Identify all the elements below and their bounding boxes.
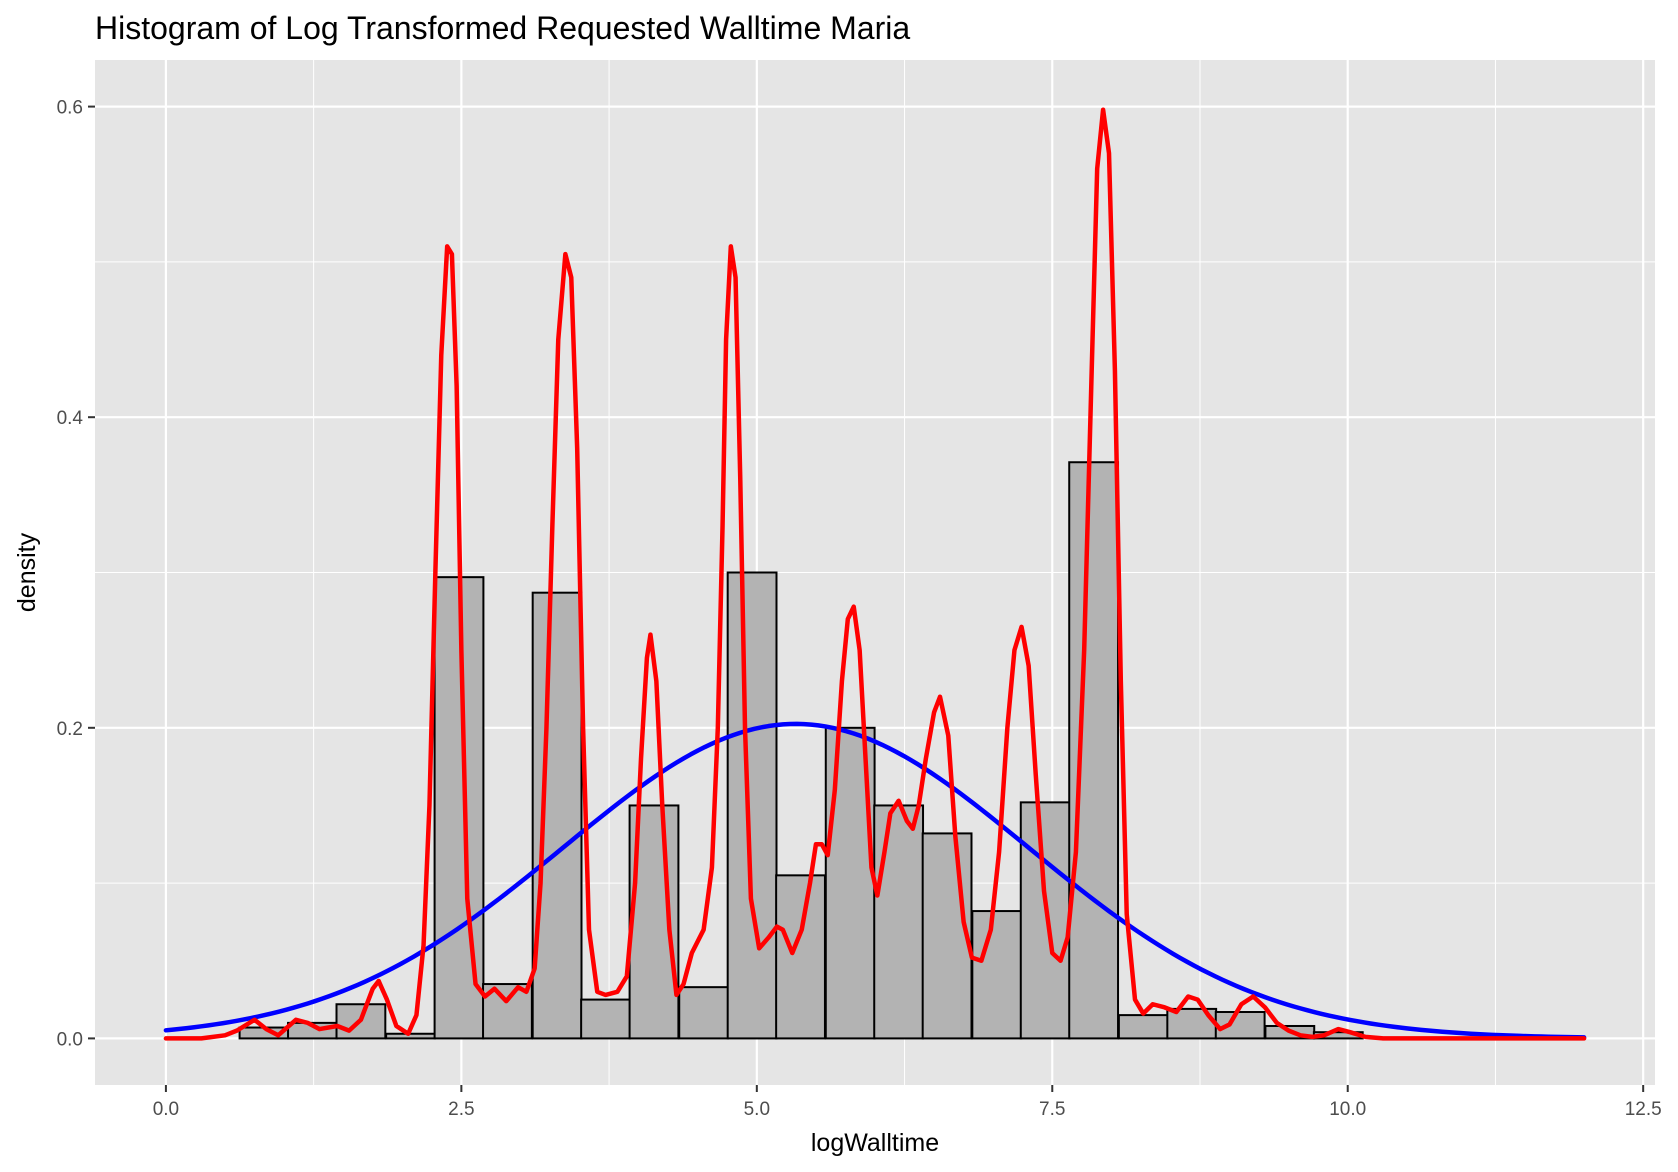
histogram-bar xyxy=(1068,461,1120,1040)
x-tick-label: 2.5 xyxy=(448,1099,474,1120)
x-tick-label: 7.5 xyxy=(1039,1099,1065,1120)
histogram-bar xyxy=(678,986,730,1040)
histogram-bar xyxy=(775,874,826,1040)
y-axis-title: density xyxy=(13,532,41,612)
histogram-bar xyxy=(921,832,973,1040)
normal-fit-curve xyxy=(163,721,1587,1040)
x-axis-title: logWalltime xyxy=(811,1129,939,1157)
histogram-bar xyxy=(1019,801,1071,1040)
x-axis: 0.0 2.5 5.0 7.5 10.0 12.5 xyxy=(153,1085,1662,1120)
histogram-bar xyxy=(1117,1014,1169,1040)
y-tick-label: 0.4 xyxy=(57,408,84,429)
x-tick-label: 5.0 xyxy=(744,1099,770,1120)
chart-title: Histogram of Log Transformed Requested W… xyxy=(95,10,911,46)
histogram-bar xyxy=(873,804,925,1040)
histogram-bars xyxy=(238,461,1364,1040)
x-tick-label: 10.0 xyxy=(1329,1099,1366,1120)
kernel-density-curve xyxy=(163,107,1587,1041)
grid-minor xyxy=(95,60,1655,1085)
y-axis: 0.0 0.2 0.4 0.6 xyxy=(57,98,95,1050)
x-tick-label: 0.0 xyxy=(153,1099,179,1120)
y-tick-label: 0.6 xyxy=(57,98,83,119)
y-tick-label: 0.0 xyxy=(57,1029,83,1050)
histogram-bar xyxy=(971,910,1023,1040)
histogram-bar xyxy=(385,1032,436,1040)
histogram-bar xyxy=(531,591,583,1040)
density-curves xyxy=(163,107,1587,1041)
y-tick-label: 0.2 xyxy=(57,719,83,740)
histogram-bar xyxy=(726,571,778,1040)
x-tick-label: 12.5 xyxy=(1625,1099,1662,1120)
histogram-bar xyxy=(580,998,631,1040)
